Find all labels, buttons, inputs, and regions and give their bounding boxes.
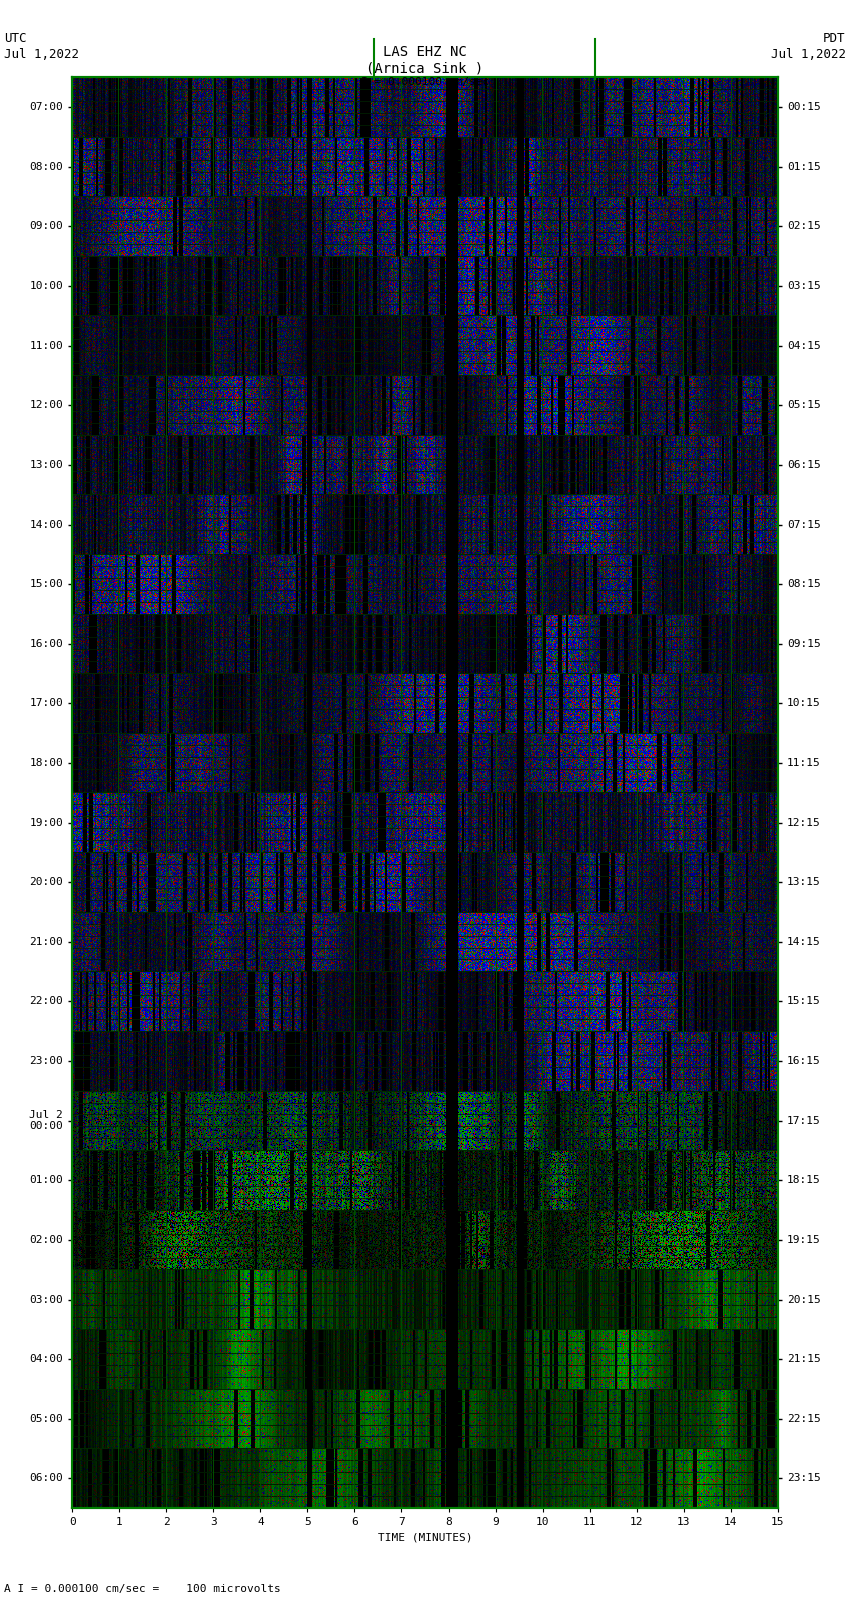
Text: PDT: PDT [824, 32, 846, 45]
X-axis label: TIME (MINUTES): TIME (MINUTES) [377, 1532, 473, 1542]
Text: Jul 1,2022: Jul 1,2022 [771, 48, 846, 61]
Text: I = 0.000100 cm/sec: I = 0.000100 cm/sec [361, 77, 489, 87]
Text: A I = 0.000100 cm/sec =    100 microvolts: A I = 0.000100 cm/sec = 100 microvolts [4, 1584, 281, 1594]
Text: LAS EHZ NC: LAS EHZ NC [383, 45, 467, 60]
Text: (Arnica Sink ): (Arnica Sink ) [366, 61, 484, 76]
Text: UTC: UTC [4, 32, 26, 45]
Text: Jul 1,2022: Jul 1,2022 [4, 48, 79, 61]
